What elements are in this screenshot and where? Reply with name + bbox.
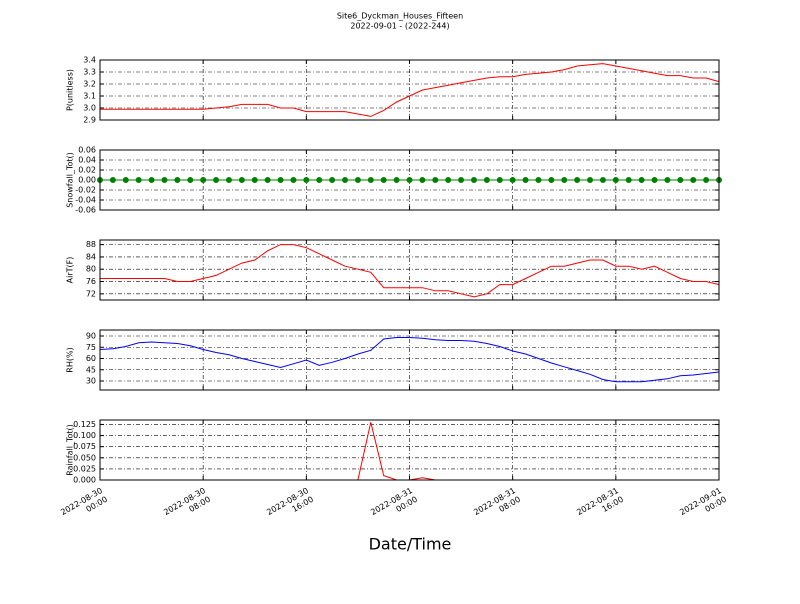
y-tick-label: 0.025 [73, 464, 96, 473]
data-point [587, 177, 594, 183]
y-axis-label: Rainfall_Tot() [66, 424, 75, 476]
data-point [264, 177, 271, 183]
data-point [419, 177, 426, 183]
data-point [496, 177, 503, 183]
data-point [483, 177, 490, 183]
plot-frame [99, 59, 720, 121]
data-point [703, 177, 710, 183]
y-tick-label: 60 [86, 354, 96, 363]
data-point [664, 177, 671, 183]
y-tick-label: 90 [86, 332, 96, 341]
plot-frame [99, 239, 720, 301]
data-point [290, 177, 297, 183]
data-point [432, 177, 439, 183]
data-point [625, 177, 632, 183]
data-line [99, 337, 720, 383]
y-tick-label: 3.1 [83, 92, 96, 101]
y-tick-label: 45 [86, 365, 96, 374]
data-line [100, 63, 720, 117]
x-axis-label: Date/Time [369, 535, 452, 554]
data-point [238, 177, 245, 183]
data-point [277, 177, 284, 183]
plot-frame [99, 329, 720, 391]
data-point [677, 177, 684, 183]
y-tick-label: -0.06 [75, 206, 96, 215]
y-tick-label: 84 [86, 252, 96, 261]
data-point [354, 177, 361, 183]
plot-frame [99, 419, 720, 481]
y-tick-label: 3.0 [83, 104, 96, 113]
data-point [187, 177, 194, 183]
data-point [470, 177, 477, 183]
plot-frame [99, 149, 720, 211]
y-tick-label: 3.4 [83, 56, 96, 65]
data-point [122, 177, 129, 183]
data-point [690, 177, 697, 183]
data-point [561, 177, 568, 183]
data-point [393, 177, 400, 183]
y-tick-label: 3.2 [83, 80, 96, 89]
data-point [329, 177, 336, 183]
data-point [380, 177, 387, 183]
y-tick-label: 76 [86, 277, 96, 286]
data-line [100, 244, 720, 298]
data-point [367, 177, 374, 183]
data-point [651, 177, 658, 183]
data-point [406, 177, 413, 183]
data-point [574, 177, 581, 183]
y-axis-label: Snowfall_Tot() [66, 152, 75, 208]
y-tick-label: 0.00 [78, 176, 96, 185]
y-tick-label: 0.125 [73, 420, 96, 429]
data-point [612, 177, 619, 183]
y-tick-label: 30 [86, 377, 96, 386]
y-tick-label: 2.9 [83, 116, 96, 125]
y-tick-label: -0.04 [75, 196, 96, 205]
y-tick-label: 88 [86, 240, 96, 249]
y-tick-label: 80 [86, 265, 96, 274]
y-axis-label: AirT(F) [66, 257, 75, 284]
y-tick-label: 75 [86, 343, 96, 352]
y-tick-label: 0.06 [78, 146, 96, 155]
data-point [548, 177, 555, 183]
chart-title: Site6_Dyckman_Houses_Fifteen [337, 12, 463, 21]
y-tick-label: 72 [86, 289, 96, 298]
data-point [342, 177, 349, 183]
data-point [148, 177, 155, 183]
data-point [535, 177, 542, 183]
data-point [522, 177, 529, 183]
y-axis-label: P(unitless) [66, 69, 75, 111]
data-point [599, 177, 606, 183]
data-point [109, 177, 116, 183]
data-point [445, 177, 452, 183]
y-tick-label: 0.050 [73, 453, 96, 462]
data-point [303, 177, 310, 183]
data-point [638, 177, 645, 183]
data-point [225, 177, 232, 183]
y-tick-label: 0.02 [78, 166, 96, 175]
y-tick-label: 0.075 [73, 442, 96, 451]
data-point [316, 177, 323, 183]
y-tick-label: 0.000 [73, 476, 96, 485]
data-point [174, 177, 181, 183]
data-point [200, 177, 207, 183]
y-tick-label: 3.3 [83, 68, 96, 77]
y-tick-label: -0.02 [75, 186, 96, 195]
chart-subtitle: 2022-09-01 - (2022-244) [350, 22, 449, 31]
data-point [458, 177, 465, 183]
data-point [251, 177, 258, 183]
data-point [509, 177, 516, 183]
data-point [161, 177, 168, 183]
data-point [135, 177, 142, 183]
y-axis-label: RH(%) [66, 347, 75, 372]
y-tick-label: 0.100 [73, 431, 96, 440]
data-point [213, 177, 220, 183]
y-tick-label: 0.04 [78, 156, 96, 165]
